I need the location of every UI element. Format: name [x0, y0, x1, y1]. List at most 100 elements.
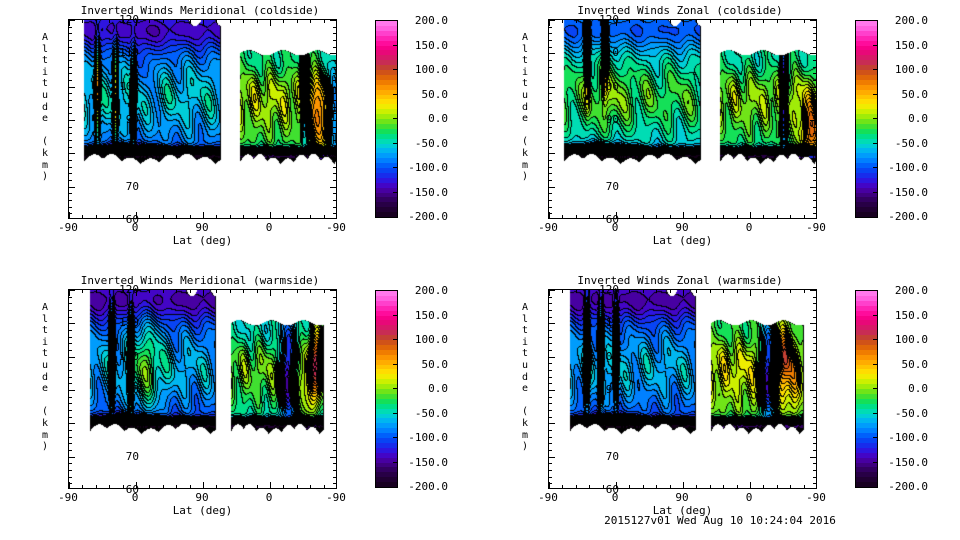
x-axis-tick: [310, 485, 311, 488]
colorbar-band: [376, 447, 397, 454]
colorbar-tick-label: 50.0: [901, 87, 929, 101]
y-axis-tick: [813, 127, 816, 128]
x-axis-tick: [270, 212, 271, 218]
x-axis-tick: [643, 20, 644, 23]
y-axis-title-char: [518, 125, 532, 137]
y-axis-title-char: (: [41, 406, 49, 418]
colorbar-band: [376, 295, 397, 302]
x-axis-tick: [216, 215, 217, 218]
y-axis-tick: [333, 160, 336, 161]
x-axis-tick: [310, 215, 311, 218]
x-axis-tick: [69, 212, 70, 218]
colorbar-band: [856, 442, 877, 449]
x-axis-tick-label: 0: [611, 491, 619, 504]
y-axis-tick: [813, 133, 816, 134]
colorbar-band: [376, 192, 397, 198]
y-axis-tick: [333, 213, 336, 214]
y-axis-tick: [813, 180, 816, 181]
y-axis-tick: [69, 303, 72, 304]
x-axis-tick-label: -90: [538, 491, 558, 504]
y-axis-tick-label: 90: [125, 113, 139, 126]
y-axis-tick: [333, 330, 336, 331]
x-axis-tick: [683, 290, 684, 296]
y-axis-tick-label: 120: [119, 283, 139, 296]
colorbar-band: [376, 315, 397, 321]
y-axis-tick-label: 110: [119, 46, 139, 60]
colorbar: [855, 290, 878, 488]
colorbar-tick-label: 0.0: [908, 382, 928, 395]
colorbar-tick-label: -50.0: [894, 406, 928, 420]
x-axis-tick: [603, 20, 604, 23]
x-axis-tick: [230, 20, 231, 23]
colorbar-band: [376, 354, 397, 361]
y-axis-tick: [69, 370, 72, 371]
y-axis-tick: [69, 450, 72, 451]
y-axis-title-char: k: [521, 417, 529, 429]
y-axis-tick: [549, 463, 552, 464]
y-axis-tick: [549, 437, 552, 438]
y-axis-tick: [549, 53, 555, 54]
x-axis-tick: [136, 290, 137, 296]
colorbar-band: [856, 202, 877, 208]
timestamp-caption: 2015127v01 Wed Aug 10 10:24:04 2016: [604, 514, 836, 527]
y-axis-title-char: t: [521, 78, 529, 90]
colorbar-band: [376, 457, 397, 464]
y-axis-tick: [549, 93, 552, 94]
colorbar-band: [376, 452, 397, 459]
colorbar-band: [856, 354, 877, 361]
x-axis-tick: [603, 215, 604, 218]
y-axis-tick: [813, 160, 816, 161]
y-axis-tick: [549, 303, 552, 304]
x-axis-tick: [710, 20, 711, 23]
contour-canvas: [69, 20, 336, 218]
colorbar-tick-label: 0.0: [428, 112, 448, 125]
y-axis-title-char: m: [521, 159, 529, 171]
y-axis-tick: [813, 317, 816, 318]
x-axis-tick: [176, 290, 177, 293]
x-axis-tick: [616, 20, 617, 26]
y-axis-tick: [69, 127, 72, 128]
y-axis-tick: [333, 173, 336, 174]
y-axis-tick: [813, 343, 816, 344]
x-axis-tick: [257, 20, 258, 23]
y-axis-tick: [813, 397, 816, 398]
plot-area: [548, 289, 817, 489]
y-axis-title-char: A: [41, 32, 49, 43]
colorbar-band: [376, 55, 397, 61]
x-axis-tick: [804, 485, 805, 488]
colorbar-band: [376, 89, 397, 96]
colorbar-tick-label: -150.0: [888, 455, 928, 469]
colorbar-band: [856, 379, 877, 385]
y-axis-tick: [549, 417, 552, 418]
x-axis-tick: [576, 215, 577, 218]
x-axis-tick: [710, 215, 711, 218]
colorbar-band: [376, 438, 397, 444]
panel-title: Inverted Winds Meridional (coldside): [80, 4, 320, 17]
x-axis-tick: [163, 215, 164, 218]
x-axis-tick: [283, 290, 284, 293]
colorbar-band: [856, 340, 877, 346]
y-axis-tick: [333, 297, 336, 298]
colorbar-band: [856, 84, 877, 91]
y-axis-tick: [333, 363, 336, 364]
colorbar-band: [376, 104, 397, 110]
x-axis-tick: [283, 215, 284, 218]
colorbar-band: [376, 50, 397, 56]
colorbar-tick: [393, 413, 398, 414]
y-axis-tick: [810, 120, 816, 121]
colorbar-tick: [393, 45, 398, 46]
y-axis-title-char: k: [41, 417, 49, 429]
colorbar-band: [856, 291, 877, 297]
colorbar-band: [856, 477, 877, 483]
y-axis-tick: [549, 450, 552, 451]
y-axis-tick: [333, 370, 336, 371]
y-axis-tick: [549, 430, 552, 431]
colorbar-band: [376, 433, 397, 439]
x-axis-tick-label: -90: [806, 491, 826, 504]
colorbar-band: [856, 104, 877, 110]
colorbar-band: [856, 89, 877, 96]
colorbar-tick-label: 100.0: [414, 333, 448, 346]
x-axis-tick: [190, 485, 191, 488]
y-axis-tick: [333, 147, 336, 148]
